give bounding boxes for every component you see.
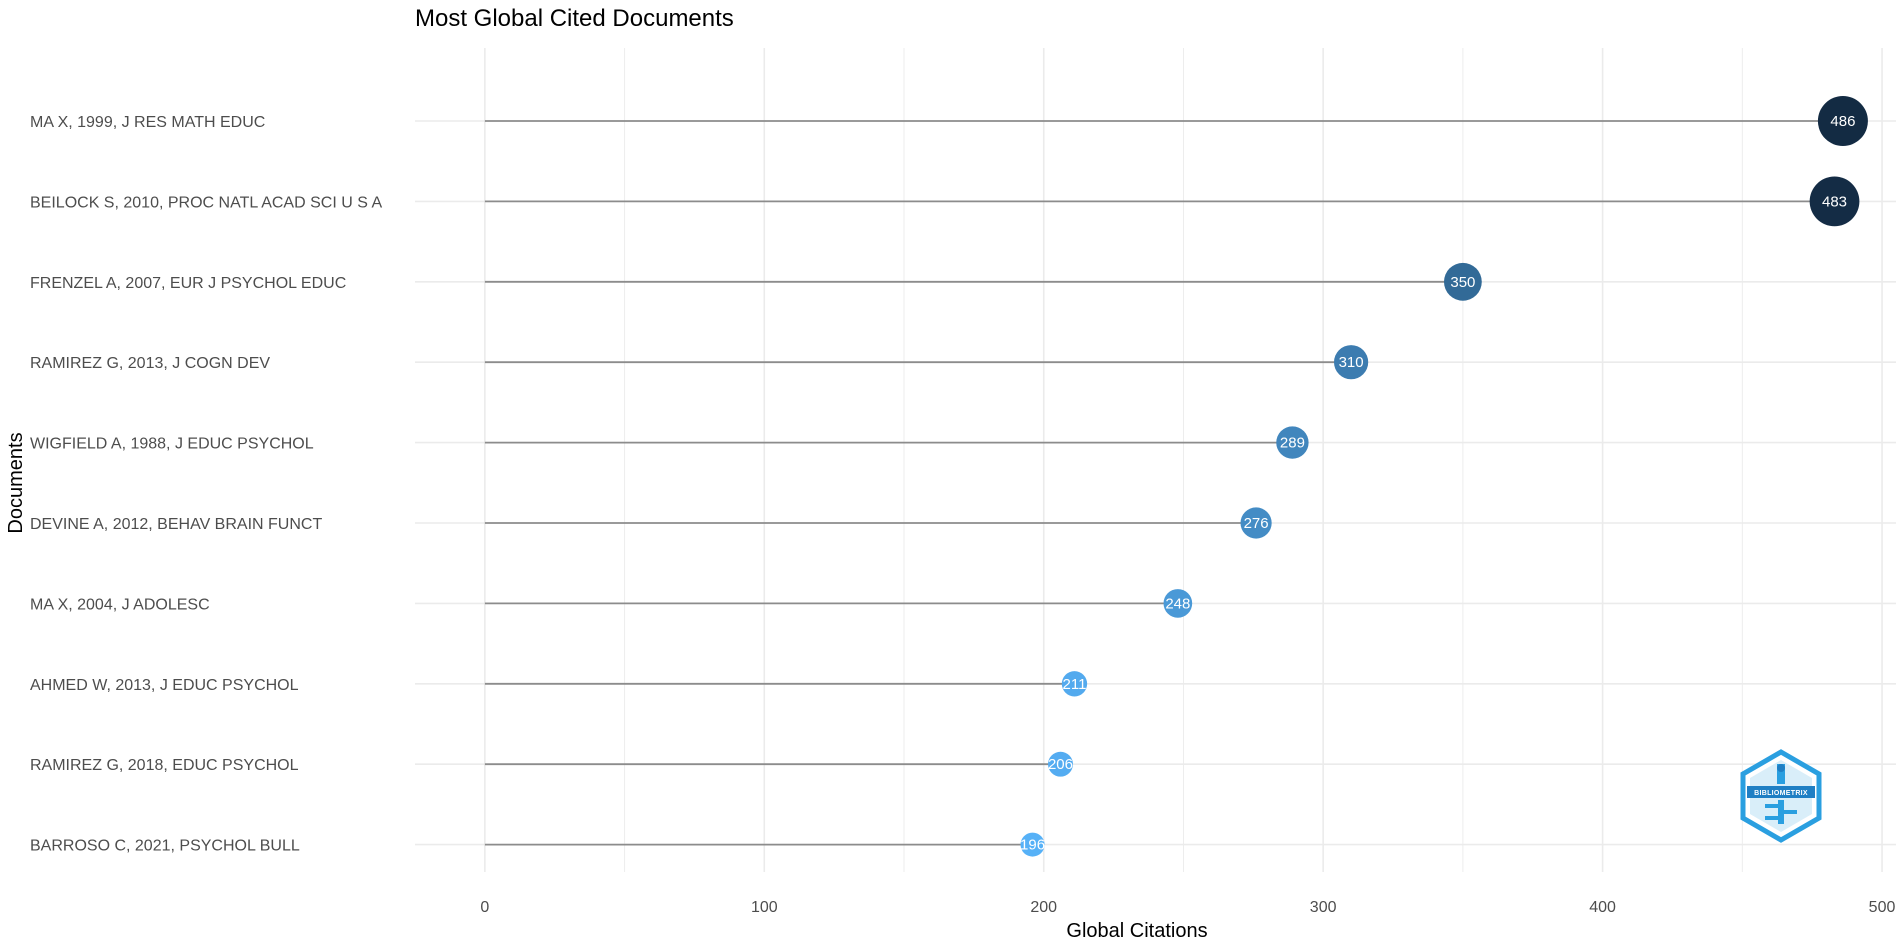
points: 486 483 350 310 289 276 248 211 206 196	[1020, 96, 1868, 857]
y-tick-label: FRENZEL A, 2007, EUR J PSYCHOL EDUC	[30, 275, 346, 292]
x-tick-labels: 0 100 200 300 400 500	[480, 899, 1895, 916]
data-point	[1809, 176, 1860, 227]
stems	[484, 120, 1843, 846]
chart-title: Most Global Cited Documents	[415, 5, 734, 32]
data-label: 196	[1020, 837, 1045, 854]
y-tick-label: BEILOCK S, 2010, PROC NATL ACAD SCI U S …	[30, 194, 382, 211]
data-point	[1240, 507, 1272, 539]
data-label: 350	[1450, 274, 1475, 291]
data-label: 206	[1048, 756, 1073, 773]
data-point	[1276, 426, 1309, 459]
data-label: 211	[1063, 676, 1087, 693]
logo-text: BIBLIOMETRIX	[1754, 790, 1808, 797]
data-point	[1817, 96, 1868, 146]
y-tick-label: RAMIREZ G, 2018, EDUC PSYCHOL	[30, 757, 299, 774]
y-axis-title: Documents	[5, 432, 27, 533]
x-tick-label: 300	[1310, 899, 1337, 916]
data-label: 276	[1244, 515, 1269, 532]
data-point	[1443, 262, 1482, 301]
y-tick-label: RAMIREZ G, 2013, J COGN DEV	[30, 355, 270, 372]
y-tick-label: DEVINE A, 2012, BEHAV BRAIN FUNCT	[30, 516, 322, 533]
data-label: 483	[1822, 193, 1847, 210]
y-tick-label: BARROSO C, 2021, PSYCHOL BULL	[30, 838, 300, 855]
y-tick-label: WIGFIELD A, 1988, J EDUC PSYCHOL	[30, 436, 314, 453]
x-tick-label: 500	[1869, 899, 1896, 916]
y-tick-label: MA X, 2004, J ADOLESC	[30, 596, 210, 613]
x-axis-title: Global Citations	[1066, 920, 1207, 942]
data-point	[1048, 751, 1073, 777]
data-label: 310	[1339, 354, 1364, 371]
x-tick-label: 400	[1589, 899, 1616, 916]
data-label: 486	[1830, 113, 1855, 130]
data-point	[1163, 589, 1193, 618]
data-point	[1333, 345, 1369, 380]
y-tick-labels: MA X, 1999, J RES MATH EDUC BEILOCK S, 20…	[30, 114, 382, 855]
data-point	[1020, 832, 1045, 857]
x-tick-label: 0	[480, 899, 489, 916]
data-point	[1061, 671, 1088, 697]
data-label: 289	[1280, 435, 1305, 452]
y-tick-label: MA X, 1999, J RES MATH EDUC	[30, 114, 265, 131]
y-tick-label: AHMED W, 2013, J EDUC PSYCHOL	[30, 677, 299, 694]
grid	[415, 48, 1896, 872]
data-label: 248	[1165, 595, 1190, 612]
x-tick-label: 200	[1030, 899, 1057, 916]
x-tick-label: 100	[751, 899, 778, 916]
bibliometrix-logo-icon: BIBLIOMETRIX	[1740, 749, 1822, 843]
